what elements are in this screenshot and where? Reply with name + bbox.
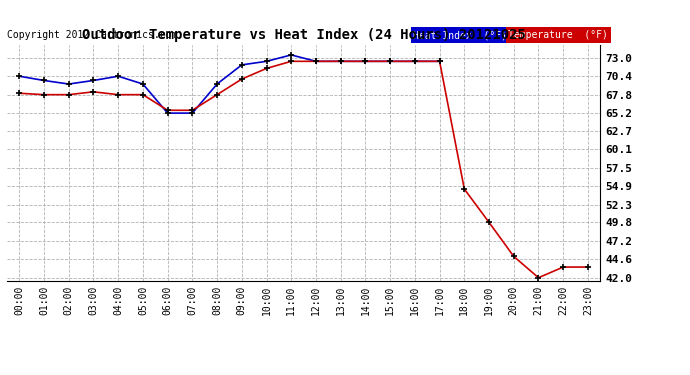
Text: Copyright 2012 Cartronics.com: Copyright 2012 Cartronics.com <box>7 30 177 40</box>
Text: Temperature  (°F): Temperature (°F) <box>509 30 608 40</box>
Text: Heat Index  (°F): Heat Index (°F) <box>413 30 507 40</box>
Title: Outdoor Temperature vs Heat Index (24 Hours) 20121025: Outdoor Temperature vs Heat Index (24 Ho… <box>81 28 526 42</box>
